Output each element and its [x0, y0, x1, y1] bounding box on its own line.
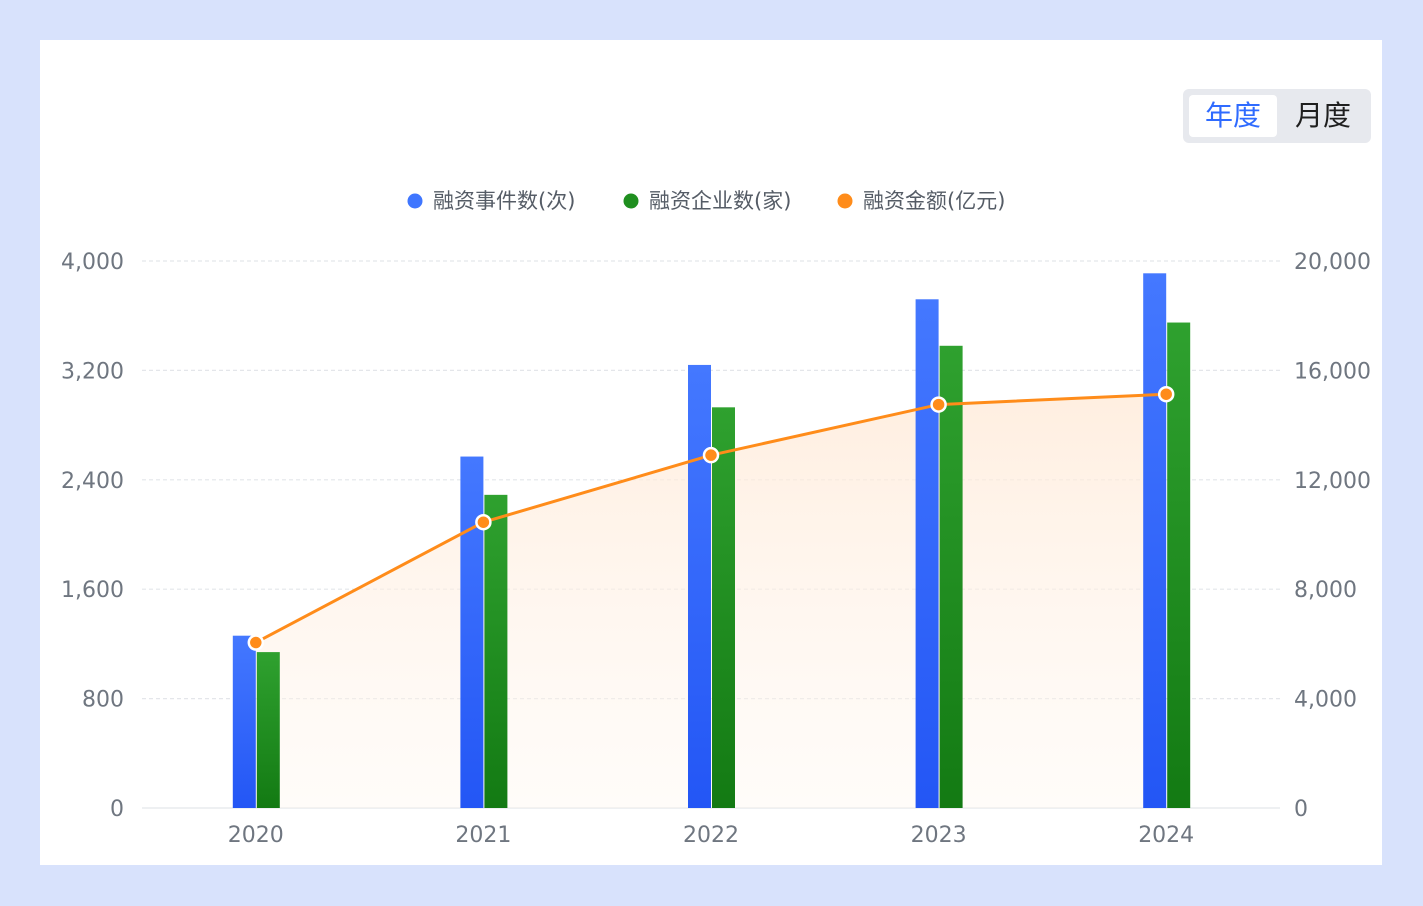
left-axis-tick-label: 800	[82, 688, 124, 713]
x-axis-tick-label: 2024	[1138, 823, 1194, 848]
legend-label: 融资企业数(家)	[649, 189, 791, 213]
monthly-tab[interactable]: 月度	[1294, 99, 1351, 132]
legend-item: 融资事件数(次)	[407, 189, 575, 213]
yearly-tab[interactable]: 年度	[1189, 95, 1277, 137]
companies-bar	[484, 494, 508, 808]
x-axis-tick-label: 2023	[911, 823, 967, 848]
legend: 融资事件数(次) 融资企业数(家) 融资金额(亿元)	[407, 189, 1005, 213]
legend-marker-icon	[407, 193, 423, 209]
events-bar	[232, 635, 256, 808]
events-bar	[1143, 273, 1167, 808]
x-axis-tick-label: 2021	[455, 823, 511, 848]
legend-item: 融资金额(亿元)	[837, 189, 1005, 213]
events-bar	[460, 456, 484, 808]
events-bar	[915, 299, 939, 808]
x-axis-tick-label: 2020	[228, 823, 284, 848]
companies-bar	[256, 652, 280, 808]
legend-label: 融资事件数(次)	[433, 189, 575, 213]
legend-marker-icon	[837, 193, 853, 209]
amount-line-layer	[247, 385, 1175, 651]
axis-labels-layer: 0 0 800 4,000 1,600 8,000 2,400 12,000 3,200 16,0…	[61, 250, 1371, 848]
bars-layer	[232, 273, 1191, 808]
amount-point	[475, 513, 492, 531]
amount-point	[930, 396, 947, 413]
legend-item: 融资企业数(家)	[623, 189, 791, 213]
period-toggle: 年度 月度	[1183, 89, 1371, 143]
x-axis-tick-label: 2022	[683, 823, 739, 848]
right-axis-tick-label: 12,000	[1294, 469, 1371, 494]
legend-label: 融资金额(亿元)	[863, 189, 1005, 213]
right-axis-tick-label: 4,000	[1294, 688, 1357, 713]
amount-point	[1157, 385, 1175, 403]
right-axis-tick-label: 16,000	[1294, 359, 1371, 384]
legend-marker-icon	[623, 193, 639, 209]
companies-bar	[712, 407, 735, 808]
right-axis-tick-label: 8,000	[1294, 578, 1357, 603]
amount-point	[247, 634, 265, 651]
left-axis-tick-label: 2,400	[61, 469, 124, 494]
right-axis-tick-label: 0	[1294, 797, 1308, 822]
left-axis-tick-label: 1,600	[61, 578, 124, 603]
left-axis-tick-label: 0	[110, 797, 124, 822]
amount-point	[702, 446, 720, 464]
left-axis-tick-label: 4,000	[61, 250, 124, 275]
companies-bar	[1167, 322, 1191, 808]
left-axis-tick-label: 3,200	[61, 359, 124, 384]
events-bar	[688, 364, 711, 808]
companies-bar	[939, 345, 963, 808]
right-axis-tick-label: 20,000	[1294, 250, 1371, 275]
